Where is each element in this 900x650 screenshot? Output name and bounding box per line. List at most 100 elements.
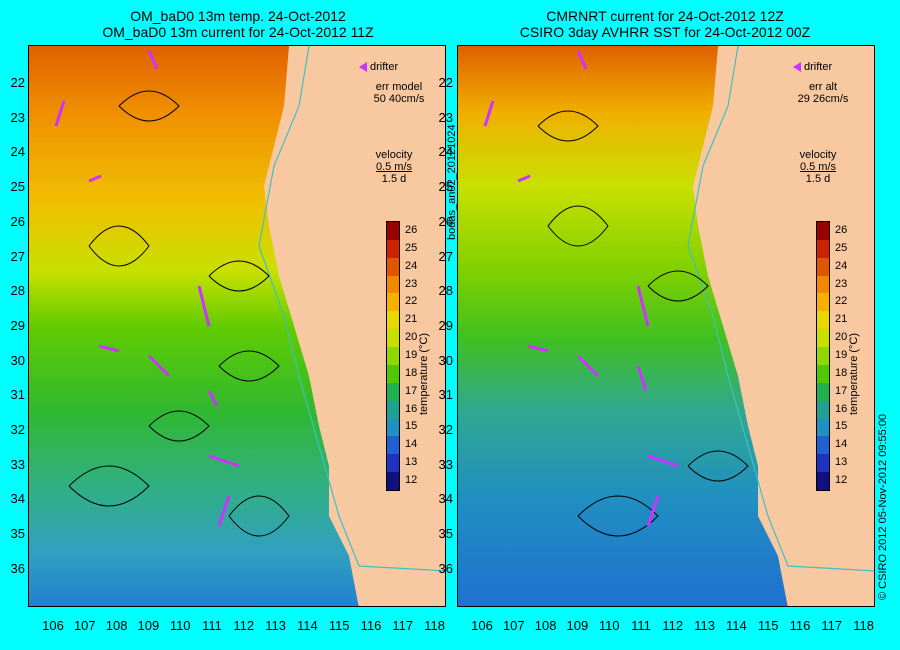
left-err-value: 50 40cm/s — [373, 93, 425, 105]
colorbar-tick-label: 19 — [405, 349, 418, 361]
x-tick-label: 109 — [137, 618, 160, 633]
y-tick-label: 35 — [438, 526, 453, 542]
colorbar-tick-label: 24 — [405, 259, 418, 272]
left-drifter-label: drifter — [370, 61, 399, 73]
x-tick-label: 112 — [662, 618, 684, 633]
y-tick-label: 31 — [438, 387, 453, 403]
y-tick-label: 23 — [10, 109, 25, 125]
x-tick-label: 116 — [360, 618, 382, 633]
right-velocity-time: 1.5 d — [805, 173, 831, 185]
colorbar-tick-label: 20 — [405, 331, 418, 344]
colorbar-swatch — [387, 293, 399, 312]
drifter-marker-icon — [793, 62, 801, 72]
y-tick-label: 24 — [438, 144, 453, 160]
right-drifter-legend: drifter — [793, 61, 832, 73]
colorbar-tick-label: 21 — [835, 313, 848, 326]
right-velocity-label: velocity — [799, 149, 837, 161]
y-tick-label: 29 — [438, 317, 453, 333]
colorbar-tick-label: 21 — [405, 313, 418, 326]
shelf-break-line — [258, 46, 445, 572]
left-colorbar-label: temperature (°C) — [418, 332, 430, 415]
left-map-svg — [29, 46, 445, 606]
colorbar-swatch — [817, 347, 829, 366]
left-error-legend: err model 50 40cm/s — [364, 81, 434, 105]
right-panel-title: CMRNRT current for 24-Oct-2012 12Z CSIRO… — [455, 8, 875, 40]
colorbar-swatch — [817, 275, 829, 294]
y-tick-label: 22 — [10, 75, 25, 90]
colorbar-tick-label: 23 — [405, 277, 418, 290]
colorbar-swatch — [817, 418, 829, 437]
colorbar-swatch — [387, 400, 399, 420]
left-title-line1: OM_baD0 13m temp. 24-Oct-2012 — [130, 8, 346, 24]
shelf-break-line — [687, 46, 874, 572]
colorbar-swatch — [817, 400, 829, 420]
colorbar-tick-label: 19 — [835, 349, 848, 361]
y-tick-label: 33 — [10, 456, 25, 472]
y-tick-label: 26 — [438, 213, 453, 229]
current-vectors — [68, 90, 290, 537]
y-tick-label: 28 — [10, 283, 25, 299]
x-tick-label: 108 — [534, 618, 557, 633]
colorbar-swatch — [817, 436, 829, 455]
left-velocity-time: 1.5 d — [381, 173, 407, 185]
colorbar-tick-label: 12 — [835, 474, 848, 487]
drifter-tracks — [54, 50, 240, 527]
y-tick-label: 30 — [438, 352, 453, 368]
right-velocity-legend: velocity 0.5 m/s 1.5 d — [788, 149, 848, 185]
y-tick-label: 25 — [438, 179, 453, 195]
colorbar-tick-label: 26 — [835, 223, 848, 236]
y-tick-label: 34 — [438, 491, 453, 507]
colorbar-tick-label: 20 — [835, 331, 848, 344]
colorbar-tick-label: 14 — [835, 438, 848, 451]
x-tick-label: 118 — [853, 618, 874, 633]
colorbar-swatch — [817, 364, 829, 384]
x-tick-label: 109 — [566, 618, 589, 633]
y-tick-label: 28 — [438, 283, 453, 299]
colorbar-tick-label: 25 — [405, 241, 418, 254]
x-tick-label: 113 — [265, 618, 286, 633]
y-tick-label: 30 — [10, 352, 25, 368]
y-tick-label: 33 — [438, 456, 453, 472]
x-tick-label: 114 — [297, 618, 318, 633]
y-tick-label: 27 — [10, 248, 25, 264]
x-tick-label: 111 — [631, 618, 651, 633]
y-tick-label: 36 — [438, 560, 453, 576]
colorbar-swatch — [387, 275, 399, 294]
x-tick-label: 110 — [598, 618, 620, 633]
colorbar-tick-label: 15 — [835, 420, 848, 433]
x-tick-label: 106 — [42, 618, 64, 633]
left-title-line2: OM_baD0 13m current for 24-Oct-2012 11Z — [102, 24, 374, 40]
y-tick-label: 23 — [438, 109, 453, 125]
colorbar-swatch — [387, 436, 399, 455]
colorbar-tick-label: 23 — [835, 277, 848, 290]
colorbar-swatch — [387, 239, 399, 259]
colorbar-tick-label: 18 — [405, 366, 418, 379]
left-map-panel: drifter err model 50 40cm/s velocity 0.5… — [28, 45, 446, 607]
x-tick-label: 110 — [169, 618, 191, 633]
right-title-line2: CSIRO 3day AVHRR SST for 24-Oct-2012 00Z — [519, 24, 811, 40]
colorbar-swatch — [817, 257, 829, 277]
x-tick-label: 112 — [233, 618, 255, 633]
x-tick-label: 115 — [757, 618, 779, 633]
colorbar-swatch — [387, 329, 399, 348]
right-colorbar-label: temperature (°C) — [848, 332, 860, 415]
left-panel-title: OM_baD0 13m temp. 24-Oct-2012 OM_baD0 13… — [28, 8, 448, 40]
colorbar-swatch — [817, 472, 829, 491]
left-err-label: err model — [375, 81, 423, 93]
x-tick-label: 106 — [471, 618, 493, 633]
colorbar-swatch — [387, 418, 399, 437]
x-tick-label: 117 — [392, 618, 414, 633]
colorbar-swatch — [387, 222, 399, 241]
colorbar-swatch — [817, 454, 829, 473]
y-tick-label: 36 — [10, 560, 25, 576]
colorbar-swatch — [387, 347, 399, 366]
colorbar-swatch — [387, 364, 399, 384]
left-velocity-legend: velocity 0.5 m/s 1.5 d — [364, 149, 424, 185]
x-tick-label: 111 — [202, 618, 222, 633]
colorbar-tick-label: 18 — [835, 366, 848, 379]
colorbar-tick-label: 22 — [405, 295, 418, 308]
y-tick-label: 29 — [10, 317, 25, 333]
colorbar-swatch — [817, 329, 829, 348]
right-colorbar: 26 25 24 23 22 21 20 19 18 17 16 15 14 13 12 — [816, 221, 847, 491]
left-velocity-label: velocity — [375, 149, 413, 161]
